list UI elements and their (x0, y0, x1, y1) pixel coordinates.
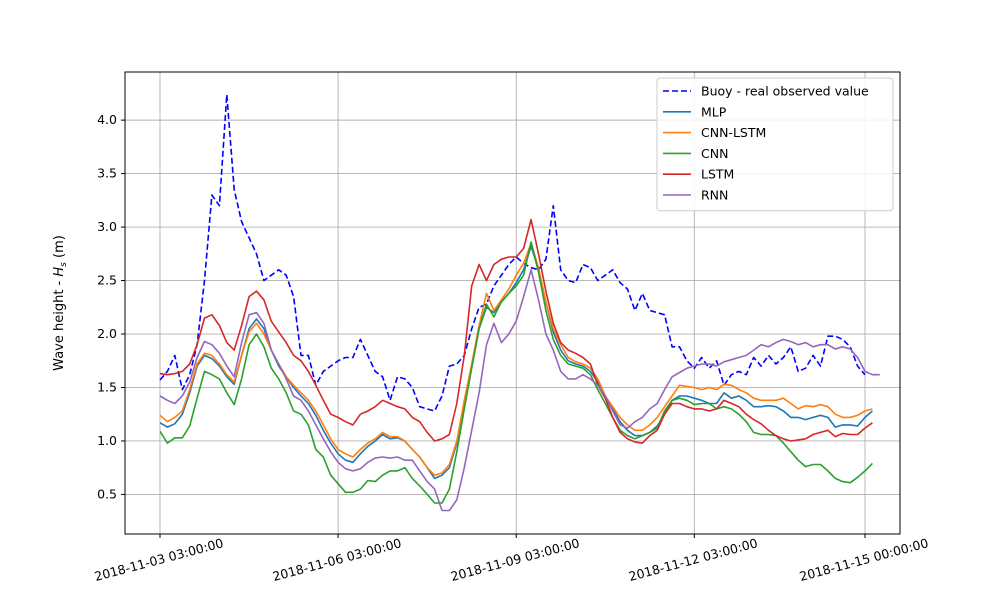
legend-label: MLP (701, 104, 727, 119)
series-line-cnn (159, 241, 873, 504)
legend-label: RNN (701, 188, 728, 203)
y-tick-label: 3.0 (97, 219, 117, 234)
legend: Buoy - real observed value MLP CNN-LSTM CNN… (656, 77, 894, 212)
legend-label: LSTM (701, 167, 734, 182)
y-tick-label: 2.0 (97, 326, 117, 341)
y-tick-label: 4.0 (97, 112, 117, 127)
y-tick-label: 0.5 (97, 486, 117, 501)
series-line-lstm (159, 218, 873, 444)
x-tick-label: 2018-11-15 00:00:00 (798, 535, 930, 584)
legend-label: CNN (701, 146, 728, 161)
series-line-mlp (159, 245, 873, 480)
y-axis-label: Wave height - Hs (m) (52, 235, 69, 371)
y-tick-label: 3.5 (97, 166, 117, 181)
y-tick-label: 2.5 (97, 273, 117, 288)
legend-label: CNN-LSTM (701, 125, 766, 140)
x-tick-label: 2018-11-06 03:00:00 (271, 535, 403, 584)
y-tick-label: 1.5 (97, 379, 117, 394)
legend-box (656, 77, 894, 212)
x-tick-label: 2018-11-03 03:00:00 (93, 535, 225, 584)
series-line-buoy-real-observed-value (159, 93, 866, 412)
y-axis: 0.5 1.0 1.5 2.0 2.5 3.0 3.5 4.0 (97, 112, 125, 501)
y-tick-label: 1.0 (97, 433, 117, 448)
plot-area (159, 93, 880, 512)
plot-frame (124, 71, 901, 535)
series-line-rnn (159, 268, 880, 512)
x-axis: 2018-11-03 03:00:00 2018-11-06 03:00:00 20… (93, 534, 930, 584)
x-tick-label: 2018-11-12 03:00:00 (627, 535, 759, 584)
legend-label: Buoy - real observed value (701, 84, 869, 99)
x-tick-label: 2018-11-09 03:00:00 (449, 535, 581, 584)
